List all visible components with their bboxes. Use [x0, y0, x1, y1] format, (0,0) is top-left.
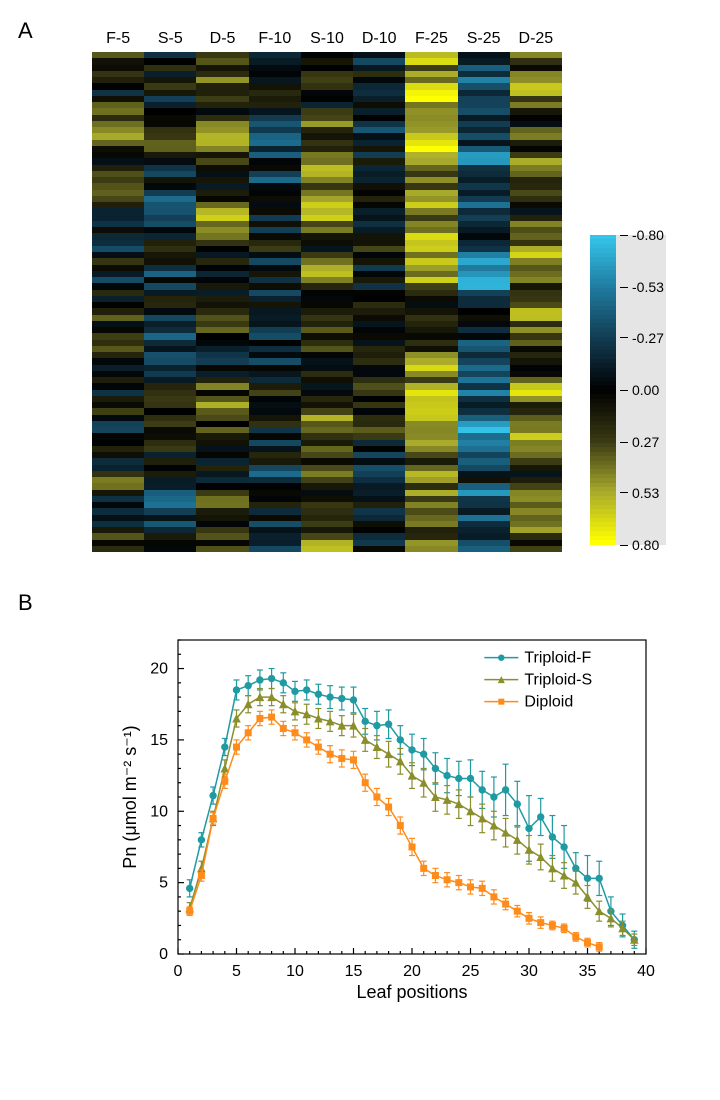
svg-text:0: 0 — [159, 946, 168, 963]
heatmap-column — [92, 52, 144, 552]
heatmap-column — [405, 52, 457, 552]
colorbar-tick: 0.00 — [620, 382, 659, 398]
colorbar-tick: 0.80 — [620, 537, 659, 553]
svg-text:35: 35 — [579, 963, 597, 980]
heatmap-col-label: S-25 — [458, 30, 510, 48]
svg-text:30: 30 — [520, 963, 538, 980]
heatmap-column — [458, 52, 510, 552]
heatmap-column-labels: F-5S-5D-5F-10S-10D-10F-25S-25D-25 — [92, 30, 562, 48]
svg-text:20: 20 — [150, 661, 168, 678]
svg-text:25: 25 — [462, 963, 480, 980]
panel-b-label: B — [18, 590, 33, 616]
colorbar: -0.80-0.53-0.270.000.270.530.80 — [590, 235, 670, 545]
line-chart-svg: 0 5 10 15 20 25 30 35 40 0 5 10 15 20 Leaf positions Pn… — [120, 630, 660, 1010]
heatmap-col-label: D-10 — [353, 30, 405, 48]
svg-text:5: 5 — [232, 963, 241, 980]
heatmap-col-label: D-5 — [196, 30, 248, 48]
heatmap-col-label: D-25 — [510, 30, 562, 48]
svg-text:Triploid-F: Triploid-F — [524, 650, 591, 667]
panel-a-label: A — [18, 18, 33, 44]
colorbar-tick: -0.80 — [620, 227, 664, 243]
figure-page: A B F-5S-5D-5F-10S-10D-10F-25S-25D-25 -0… — [0, 0, 720, 1100]
heatmap-col-label: F-25 — [405, 30, 457, 48]
heatmap-column — [301, 52, 353, 552]
line-chart: 0 5 10 15 20 25 30 35 40 0 5 10 15 20 Leaf positions Pn… — [120, 630, 660, 1010]
colorbar-tick: -0.27 — [620, 330, 664, 346]
svg-text:15: 15 — [345, 963, 363, 980]
heatmap-col-label: S-10 — [301, 30, 353, 48]
heatmap-column — [196, 52, 248, 552]
heatmap-column — [353, 52, 405, 552]
heatmap-column — [510, 52, 562, 552]
heatmap-col-label: F-10 — [249, 30, 301, 48]
svg-text:20: 20 — [403, 963, 421, 980]
svg-text:Triploid-S: Triploid-S — [524, 672, 592, 689]
colorbar-tick: 0.53 — [620, 485, 659, 501]
heatmap-column — [144, 52, 196, 552]
svg-text:10: 10 — [150, 803, 168, 820]
svg-text:15: 15 — [150, 732, 168, 749]
colorbar-tick: -0.53 — [620, 279, 664, 295]
svg-text:0: 0 — [174, 963, 183, 980]
svg-text:40: 40 — [637, 963, 655, 980]
colorbar-tick: 0.27 — [620, 434, 659, 450]
svg-text:Pn (μmol m⁻² s⁻¹): Pn (μmol m⁻² s⁻¹) — [120, 725, 140, 868]
heatmap-col-label: F-5 — [92, 30, 144, 48]
heatmap: F-5S-5D-5F-10S-10D-10F-25S-25D-25 — [92, 30, 562, 552]
heatmap-col-label: S-5 — [144, 30, 196, 48]
colorbar-ticks: -0.80-0.53-0.270.000.270.530.80 — [620, 235, 666, 545]
svg-text:5: 5 — [159, 875, 168, 892]
heatmap-column — [249, 52, 301, 552]
colorbar-strip — [590, 235, 616, 545]
heatmap-grid — [92, 52, 562, 552]
svg-text:Leaf positions: Leaf positions — [356, 982, 467, 1002]
svg-text:10: 10 — [286, 963, 304, 980]
svg-text:Diploid: Diploid — [524, 694, 573, 711]
